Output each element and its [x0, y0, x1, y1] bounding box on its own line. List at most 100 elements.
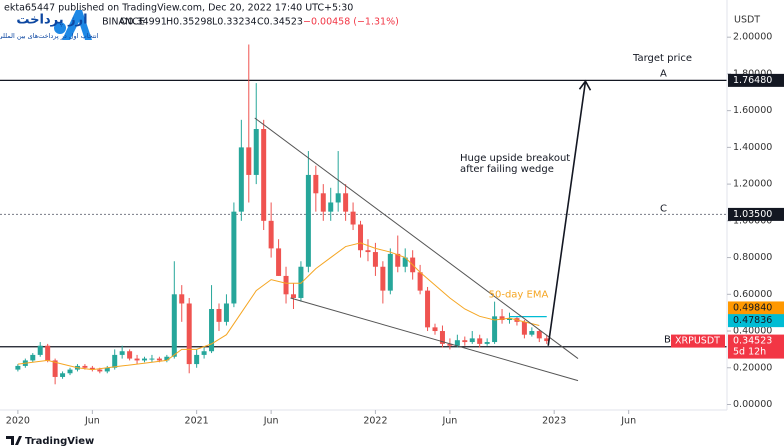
logo-icon: [62, 10, 92, 40]
logo-name: ارز پرداخت: [16, 13, 87, 28]
ohlc-change: −0.00458 (−1.31%): [303, 17, 399, 28]
candle-body: [276, 248, 282, 276]
logo: ارز پرداخت انتخاب اول در پرداخت‌های بین …: [0, 10, 100, 43]
candle-body: [104, 367, 110, 372]
candle-body: [439, 331, 445, 344]
candle-body: [499, 316, 505, 321]
candle-body: [82, 365, 88, 368]
candle-body: [209, 308, 215, 352]
candle-body: [67, 369, 73, 374]
candle-body: [447, 343, 453, 346]
ohlc-close: C0.34523: [257, 17, 303, 28]
logo-tagline: انتخاب اول در پرداخت‌های بین المللی: [0, 32, 99, 40]
candle-body: [253, 129, 259, 175]
candle-body: [469, 338, 475, 343]
tv-icon: [6, 436, 22, 445]
arrow-line: [547, 81, 587, 346]
candle-body: [492, 316, 498, 343]
candle-body: [335, 193, 341, 203]
price-tag-label: 0.49840: [733, 302, 772, 313]
ohlc-low: L0.33234: [212, 17, 257, 28]
candle-body: [529, 331, 535, 335]
y-tick-label: 2.00000: [733, 32, 772, 43]
candle-body: [290, 294, 296, 298]
annotation: after failing wedge: [460, 164, 554, 175]
level-price-label: 1.03500: [733, 209, 772, 220]
logo-dot: [54, 22, 66, 34]
candle-body: [320, 193, 326, 212]
level-name: A: [660, 68, 667, 79]
ema-line: [17, 242, 540, 371]
price-tag: [728, 301, 784, 315]
candle-body: [194, 354, 200, 365]
price-tag: [728, 314, 784, 328]
x-tick-label: 2023: [542, 416, 566, 427]
candle-body: [372, 252, 378, 267]
candle-body: [149, 358, 155, 360]
candle-body: [380, 266, 386, 291]
annotation: Target price: [632, 53, 692, 64]
footer-logo: TradingView: [6, 436, 94, 447]
candle-body: [454, 340, 460, 346]
candle-body: [201, 351, 207, 355]
candle-body: [313, 174, 319, 194]
candle-body: [30, 354, 36, 361]
candle-body: [231, 211, 237, 304]
candle-body: [142, 358, 148, 361]
y-tick-label: 0.60000: [733, 289, 772, 300]
y-tick-label: 0.80000: [733, 252, 772, 263]
candle-body: [544, 338, 550, 342]
candle-body: [298, 266, 304, 298]
x-tick-label: 2022: [363, 416, 387, 427]
candle-body: [417, 272, 423, 291]
candle-body: [402, 257, 408, 267]
candle-body: [216, 308, 222, 322]
candle-body: [156, 358, 162, 361]
level-price-label: 1.76480: [733, 75, 772, 86]
candle-body: [223, 303, 229, 322]
x-tick-label: Jun: [441, 416, 457, 427]
candle-body: [350, 211, 356, 225]
arrow-head: [578, 79, 592, 91]
candle-body: [164, 356, 170, 361]
candle-body: [521, 321, 527, 335]
candle-body: [134, 358, 140, 361]
y-tick-label: 1.40000: [733, 142, 772, 153]
y-tick-label: 1.60000: [733, 105, 772, 116]
candle-body: [395, 253, 401, 267]
candle-body: [536, 331, 542, 339]
ema-label: 50-day EMA: [489, 289, 549, 300]
candle-body: [97, 369, 103, 372]
x-tick-label: 2020: [6, 416, 30, 427]
level-price-box: [728, 207, 784, 221]
candle-body: [60, 373, 66, 377]
x-tick-label: Jun: [263, 416, 279, 427]
trendline: [290, 297, 579, 382]
footer-text: TradingView: [25, 436, 94, 447]
candle-body: [462, 340, 468, 343]
symbol-tag: [671, 334, 725, 348]
level-name: B: [664, 335, 671, 346]
symbol-tag-label: XRPUSDT: [675, 336, 720, 347]
y-tick-label: 0.00000: [733, 399, 772, 410]
candle-body: [387, 253, 393, 291]
candle-body: [171, 294, 177, 357]
candle-body: [261, 129, 267, 221]
price-tag: [728, 334, 784, 359]
candle-body: [268, 220, 274, 249]
trendline: [254, 117, 579, 359]
x-tick-label: Jun: [84, 416, 100, 427]
candle-body: [328, 202, 334, 212]
candle-body: [45, 345, 51, 361]
ohlc-open: O0.34991: [120, 17, 167, 28]
level-name: C: [660, 203, 667, 214]
candle-body: [343, 193, 349, 212]
annotation: Huge upside breakout: [460, 153, 570, 164]
countdown: 5d 12h: [733, 347, 766, 358]
candle-body: [127, 351, 133, 359]
publisher: ekta65447 published on TradingView.com, …: [4, 3, 353, 14]
candle-body: [186, 303, 192, 365]
candle-body: [305, 174, 311, 267]
candle-body: [112, 354, 118, 368]
